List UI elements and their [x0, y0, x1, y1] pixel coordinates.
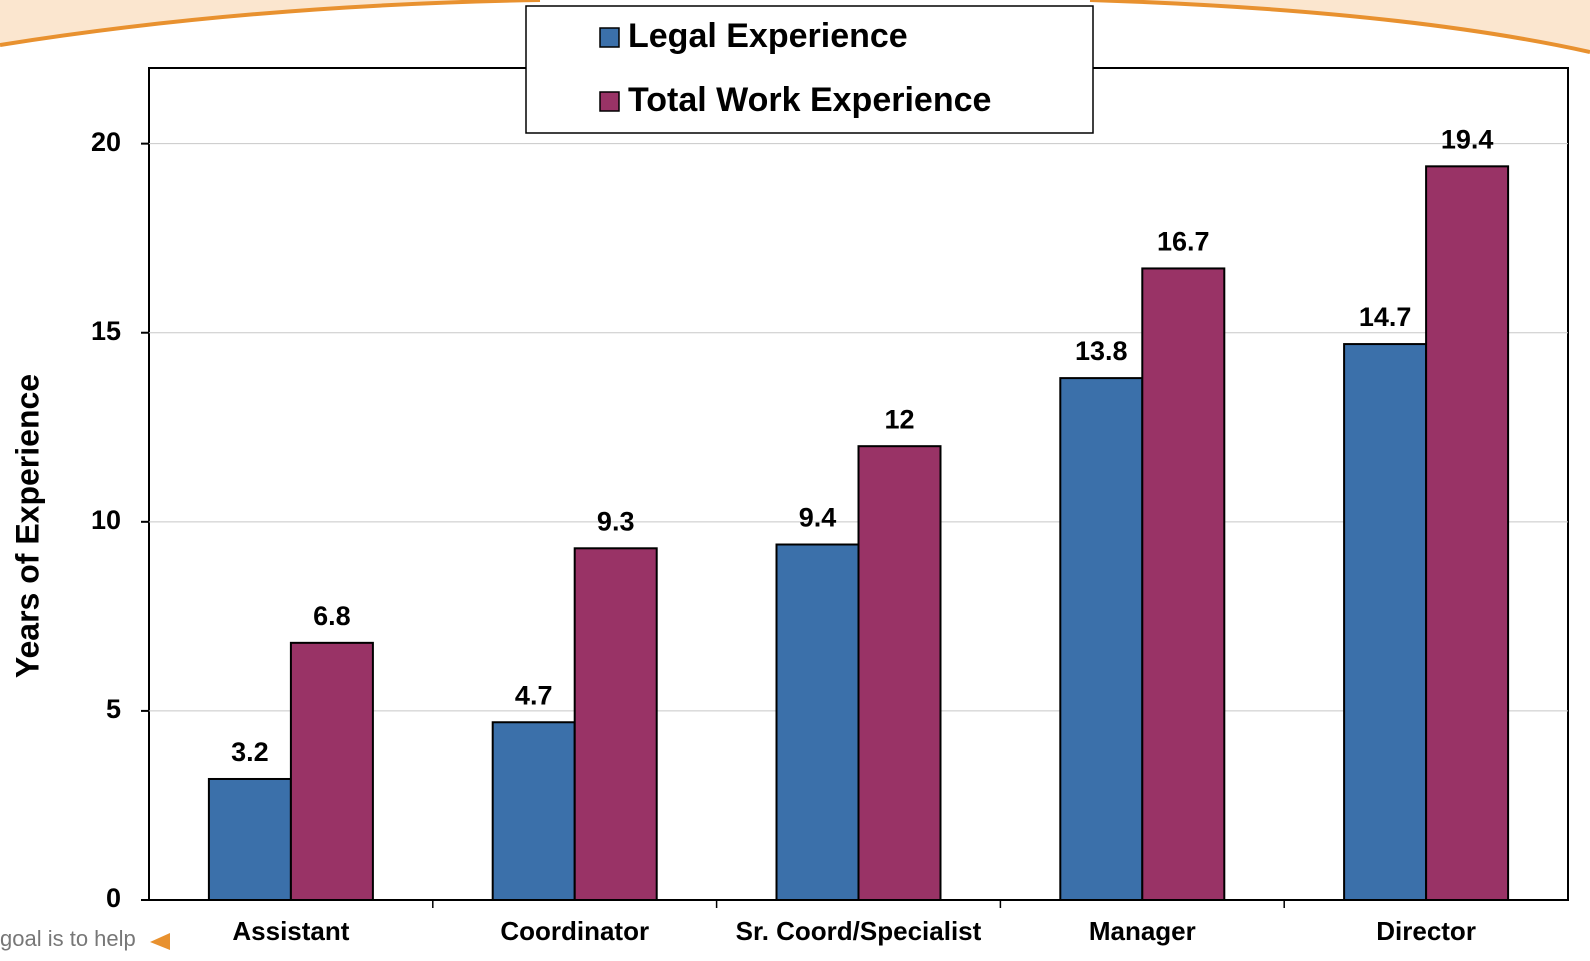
- bar: [1059, 377, 1144, 902]
- decor-arc: [1090, 0, 1590, 52]
- bar: [1425, 165, 1510, 901]
- data-label: 16.7: [1157, 227, 1210, 257]
- x-tick-label: Sr. Coord/Specialist: [736, 916, 982, 946]
- x-tick-label: Manager: [1089, 916, 1196, 946]
- x-tick-label: Coordinator: [500, 916, 649, 946]
- decor-arc: [0, 0, 540, 45]
- data-label: 12: [884, 404, 914, 434]
- bar: [775, 543, 860, 901]
- y-tick-label: 10: [91, 505, 121, 535]
- bar: [207, 777, 292, 901]
- legend: [525, 5, 1094, 134]
- decor-arc-line: [0, 0, 541, 47]
- decor-arc-line: [1089, 0, 1590, 54]
- x-tick-label: Director: [1376, 916, 1476, 946]
- annotation: goal is to help: [0, 926, 136, 951]
- bar: [857, 445, 942, 901]
- bar: [491, 721, 576, 901]
- bar: [1141, 267, 1226, 902]
- bar: [573, 547, 658, 901]
- data-label: 19.4: [1441, 124, 1494, 154]
- bar: [1343, 343, 1428, 901]
- bar: [289, 641, 374, 901]
- data-label: 4.7: [515, 680, 553, 710]
- y-axis-label: Years of Experience: [9, 374, 45, 678]
- legend-swatch: [599, 27, 620, 48]
- legend-swatch: [599, 91, 620, 112]
- y-tick-label: 15: [91, 316, 121, 346]
- y-tick-label: 5: [106, 694, 121, 724]
- data-label: 9.3: [597, 506, 635, 536]
- decor-arrow: [150, 933, 170, 950]
- legend-label: Legal Experience: [628, 17, 908, 55]
- data-label: 13.8: [1075, 336, 1128, 366]
- data-label: 9.4: [799, 503, 837, 533]
- data-label: 3.2: [231, 737, 269, 767]
- data-label: 14.7: [1359, 302, 1412, 332]
- legend-label: Total Work Experience: [628, 81, 991, 119]
- x-tick-label: Assistant: [232, 916, 349, 946]
- y-tick-label: 0: [106, 883, 121, 913]
- y-tick-label: 20: [91, 127, 121, 157]
- data-label: 6.8: [313, 601, 351, 631]
